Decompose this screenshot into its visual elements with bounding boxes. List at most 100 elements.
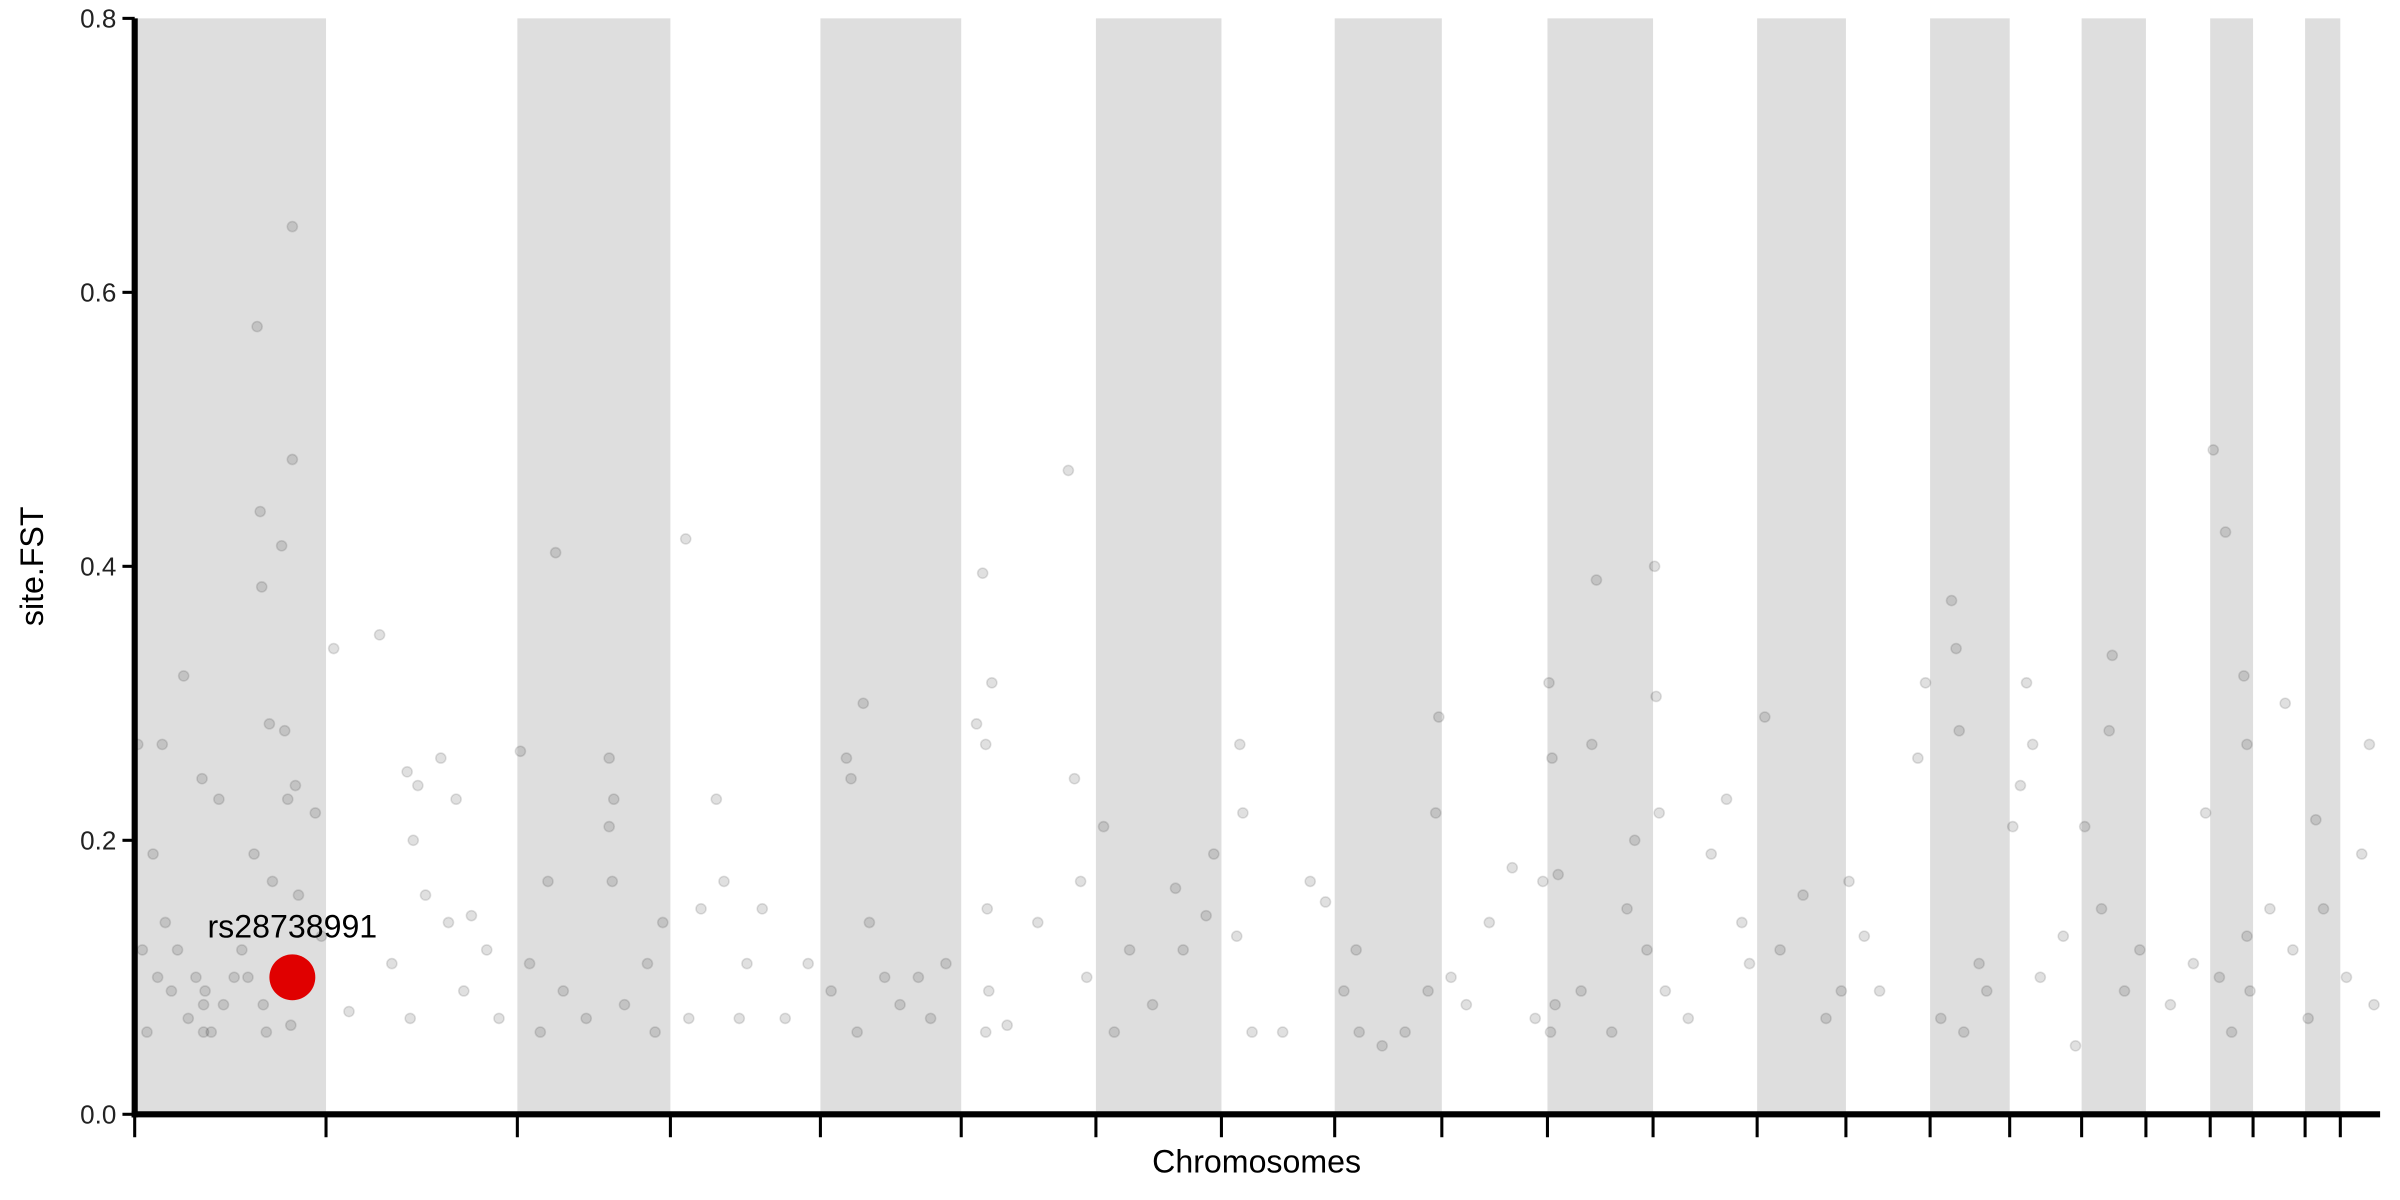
point [603,820,616,833]
point [534,1026,547,1038]
point [1648,560,1661,573]
point [1743,957,1756,970]
point [2106,649,2119,662]
point [165,985,178,997]
point [248,848,260,860]
point [979,738,992,751]
point [878,971,891,984]
point [284,1019,297,1032]
point [1230,930,1243,943]
point [1705,848,1718,860]
point [1544,1026,1557,1038]
point [981,902,994,915]
point [1001,1019,1013,1032]
point [1843,875,1855,888]
point [412,779,424,792]
point [1074,875,1087,888]
point [196,772,208,785]
axes: 0.0 0.2 0.4 0.6 0.8 [80,4,2381,1138]
point [2026,738,2039,751]
point [2095,902,2108,915]
point [156,738,169,751]
point [228,971,240,984]
point [2069,1039,2082,1052]
chromosome-band [2305,18,2341,1115]
point [404,1012,417,1025]
point [1422,985,1434,997]
point [1068,772,1081,785]
point [1233,738,1246,751]
point [1445,971,1457,984]
point [979,1026,992,1038]
chromosome-band [1930,18,2010,1115]
point [275,539,288,552]
point [1080,971,1093,984]
point [465,909,478,922]
point [1980,985,1993,997]
point [2020,676,2033,689]
chromosome-band [1095,18,1222,1115]
point [1097,820,1110,833]
point [407,834,420,847]
point [851,1026,863,1038]
chromosome-band [2210,18,2254,1115]
point [845,772,857,785]
point [1237,807,1249,819]
point [2078,820,2091,833]
point [278,724,291,737]
point [1338,985,1350,997]
point [779,1012,792,1025]
point [2279,697,2292,710]
point [2238,670,2250,682]
point [1912,752,1924,764]
point [1950,642,1962,655]
points: rs28738991 [131,220,2380,1052]
point [1353,1026,1366,1038]
y-tick-label: 0.0 [80,1099,116,1129]
chromosome-band [1757,18,1846,1115]
point [286,453,299,466]
point [1858,930,1871,943]
chromosome-band [1334,18,1442,1115]
point [682,1012,695,1025]
point [2302,1012,2314,1025]
point [2363,738,2376,751]
point [606,875,619,888]
point [1659,985,1672,997]
point [1169,882,1182,895]
point [557,985,570,997]
point [2118,985,2131,997]
point [986,676,998,689]
point [976,567,989,579]
point [263,718,276,730]
point [1682,1012,1695,1025]
point [1835,985,1848,997]
point [2187,957,2200,970]
point [457,985,470,997]
point [1549,998,1561,1011]
point [1376,1039,1388,1052]
point [1552,868,1564,881]
bands [134,18,2341,1115]
point [1146,998,1159,1011]
point [242,971,254,984]
point [1207,848,1220,860]
point [1537,875,1549,888]
point [1529,1012,1542,1025]
point [863,916,876,929]
point [523,957,536,970]
point [2309,813,2322,826]
point [840,752,853,764]
point [2287,944,2299,956]
y-tick-label: 0.4 [80,552,116,582]
point [136,944,149,956]
y-axis-label: site.FST [14,507,50,627]
point [1108,1026,1121,1038]
point [254,505,267,518]
point [1304,875,1317,888]
point [1590,574,1603,586]
point [656,916,669,929]
point [2014,779,2027,792]
point [251,320,263,333]
y-tick-label: 0.2 [80,825,116,855]
